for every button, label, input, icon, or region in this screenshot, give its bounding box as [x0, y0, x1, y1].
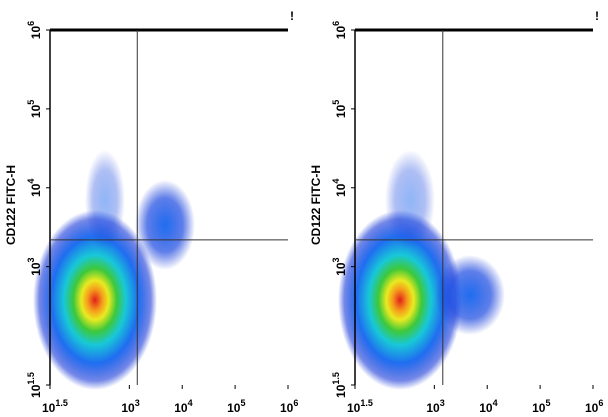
tick-exponent: 4 — [188, 398, 193, 408]
tick-exponent: 4 — [331, 179, 341, 184]
tick-exponent: 3 — [331, 257, 341, 262]
tick-base: 10 — [29, 384, 43, 398]
y-axis-label: CD122 FITC-H — [4, 165, 18, 245]
tick-label: 106 — [280, 398, 298, 415]
tick-base: 10 — [334, 104, 348, 118]
tick-exponent: 6 — [293, 398, 298, 408]
y-axis-label: CD122 FITC-H — [309, 165, 323, 245]
tick-base: 10 — [334, 183, 348, 197]
tick-base: 10 — [29, 262, 43, 276]
tick-base: 10 — [334, 262, 348, 276]
tick-exponent: 4 — [26, 179, 36, 184]
tick-exponent: 1.5 — [55, 398, 68, 408]
tick-label: 103 — [331, 257, 348, 275]
tick-base: 10 — [29, 26, 43, 40]
tick-exponent: 4 — [493, 398, 498, 408]
tick-base: 10 — [479, 401, 493, 415]
tick-label: 103 — [121, 398, 139, 415]
tick-label: 101.5 — [347, 398, 373, 415]
tick-label: 101.5 — [42, 398, 68, 415]
tick-label: 104 — [331, 179, 348, 197]
tick-base: 10 — [334, 384, 348, 398]
tick-label: 106 — [331, 21, 348, 39]
tick-base: 10 — [280, 401, 294, 415]
tick-label: 101.5 — [26, 372, 43, 398]
tick-base: 10 — [334, 26, 348, 40]
tick-exponent: 1.5 — [360, 398, 373, 408]
tick-exponent: 1.5 — [331, 372, 341, 385]
tick-label: 106 — [585, 398, 603, 415]
tick-base: 10 — [29, 104, 43, 118]
tick-base: 10 — [585, 401, 599, 415]
tick-label: 104 — [479, 398, 497, 415]
tick-exponent: 5 — [545, 398, 550, 408]
tick-exponent: 5 — [331, 100, 341, 105]
tick-exponent: 1.5 — [26, 372, 36, 385]
tick-label: 104 — [26, 179, 43, 197]
flag: ! — [595, 9, 599, 23]
tick-base: 10 — [29, 183, 43, 197]
tick-exponent: 6 — [598, 398, 603, 408]
tick-base: 10 — [174, 401, 188, 415]
tick-exponent: 3 — [26, 257, 36, 262]
tick-label: 105 — [331, 100, 348, 118]
tick-label: 104 — [174, 398, 192, 415]
density-cloud — [33, 150, 505, 390]
tick-base: 10 — [426, 401, 440, 415]
tick-exponent: 6 — [26, 21, 36, 26]
tick-base: 10 — [227, 401, 241, 415]
tick-base: 10 — [42, 401, 56, 415]
tick-label: 101.5 — [331, 372, 348, 398]
tick-label: 105 — [227, 398, 245, 415]
tick-base: 10 — [121, 401, 135, 415]
flag: ! — [290, 9, 294, 23]
tick-label: 106 — [26, 21, 43, 39]
tick-label: 103 — [426, 398, 444, 415]
tick-exponent: 3 — [135, 398, 140, 408]
tick-label: 103 — [26, 257, 43, 275]
tick-base: 10 — [532, 401, 546, 415]
tick-label: 105 — [26, 100, 43, 118]
tick-label: 105 — [532, 398, 550, 415]
tick-exponent: 3 — [440, 398, 445, 408]
tick-exponent: 5 — [26, 100, 36, 105]
tick-base: 10 — [347, 401, 361, 415]
tick-exponent: 5 — [240, 398, 245, 408]
tick-exponent: 6 — [331, 21, 341, 26]
